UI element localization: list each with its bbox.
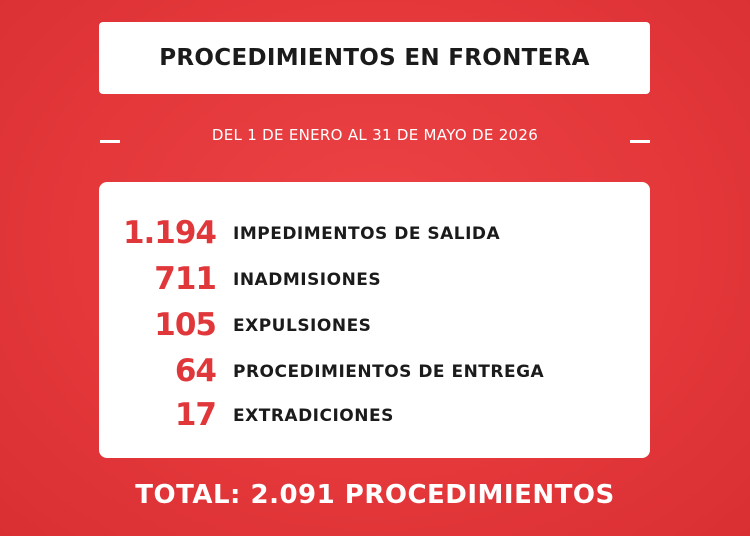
item-row: 711 INADMISIONES	[99, 259, 650, 299]
item-label: EXPULSIONES	[233, 316, 372, 336]
item-number: 105	[154, 307, 217, 343]
item-number: 711	[154, 261, 217, 297]
item-number: 64	[174, 353, 217, 389]
item-number: 1.194	[122, 215, 217, 251]
item-row: 1.194 IMPEDIMENTOS DE SALIDA	[99, 213, 650, 253]
item-row: 64 PROCEDIMIENTOS DE ENTREGA	[99, 351, 650, 391]
dash	[100, 140, 120, 143]
total: TOTAL: 2.091 PROCEDIMIENTOS	[135, 480, 615, 510]
dash	[630, 140, 650, 143]
item-row: 105 EXPULSIONES	[99, 305, 650, 345]
subtitle: DEL 1 DE ENERO AL 31 DE MAYO DE 2026	[211, 126, 539, 144]
item-row: 17 EXTRADICIONES	[99, 395, 650, 435]
item-label: IMPEDIMENTOS DE SALIDA	[233, 224, 501, 244]
item-label: EXTRADICIONES	[233, 406, 394, 426]
list-box: 1.194 IMPEDIMENTOS DE SALIDA 711 INADMISION…	[99, 182, 650, 458]
item-label: INADMISIONES	[233, 270, 382, 290]
title: PROCEDIMIENTOS EN FRONTERA	[159, 45, 590, 71]
item-number: 17	[174, 397, 217, 433]
title-box: PROCEDIMIENTOS EN FRONTERA	[99, 22, 650, 94]
item-label: PROCEDIMIENTOS DE ENTREGA	[233, 362, 545, 382]
